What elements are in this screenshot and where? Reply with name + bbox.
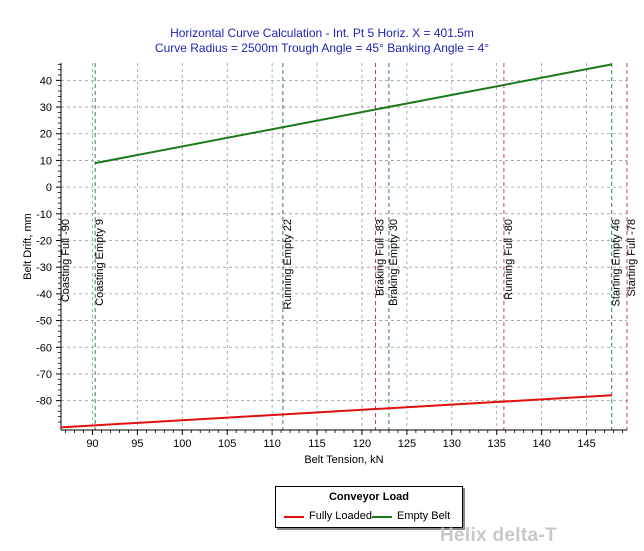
x-tick-label: 90 (86, 438, 98, 450)
y-tick-label: 10 (40, 155, 52, 167)
x-tick-label: 140 (532, 438, 550, 450)
marker-label: Running Empty 22 (282, 219, 294, 310)
plot-area (61, 63, 627, 430)
legend-swatch-empty-belt (372, 516, 392, 518)
marker-label: Starting Full -78 (626, 219, 638, 297)
y-tick-label: -70 (36, 369, 52, 381)
y-tick-label: -20 (36, 235, 52, 247)
legend-label-empty-belt: Empty Belt (397, 510, 451, 522)
watermark: Helix delta-T (440, 525, 557, 546)
y-tick-label: 20 (40, 129, 52, 141)
x-tick-label: 145 (577, 438, 595, 450)
x-tick-label: 120 (353, 438, 371, 450)
x-tick-label: 95 (131, 438, 143, 450)
y-tick-label: -50 (36, 316, 52, 328)
chart-title: Horizontal Curve Calculation - Int. Pt 5… (170, 26, 474, 40)
series-line-empty-belt (94, 63, 612, 165)
marker-label: Starting Empty 46 (611, 219, 623, 306)
marker-label: Coasting Full -90 (60, 219, 72, 302)
y-tick-label: 40 (40, 75, 52, 87)
y-tick-label: -80 (36, 396, 52, 408)
marker-label: Braking Empty 30 (388, 219, 400, 306)
x-axis-label: Belt Tension, kN (304, 454, 383, 466)
y-tick-label: 0 (46, 182, 52, 194)
x-tick-label: 130 (443, 438, 461, 450)
chart-subtitle: Curve Radius = 2500m Trough Angle = 45° … (154, 41, 490, 55)
legend-label-fully-loaded: Fully Loaded (309, 510, 372, 522)
y-tick-label: -10 (36, 209, 52, 221)
marker-label: Running Full -80 (503, 219, 515, 300)
y-tick-label: -30 (36, 262, 52, 274)
legend: Conveyor Load Fully Loaded Empty Belt (275, 486, 463, 528)
y-tick-label: -40 (36, 289, 52, 301)
x-tick-label: 135 (488, 438, 506, 450)
series-line-fully-loaded (60, 394, 612, 429)
x-tick-label: 105 (218, 438, 236, 450)
y-tick-label: 30 (40, 102, 52, 114)
y-tick-label: -60 (36, 342, 52, 354)
y-axis-label: Belt Drift, mm (22, 213, 34, 280)
legend-title: Conveyor Load (328, 491, 410, 503)
legend-swatch-fully-loaded (284, 516, 304, 518)
x-tick-label: 110 (263, 438, 281, 450)
x-tick-label: 125 (398, 438, 416, 450)
x-tick-label: 115 (308, 438, 326, 450)
marker-label: Braking Full -83 (374, 219, 386, 296)
x-tick-label: 100 (173, 438, 191, 450)
marker-label: Coasting Empty 9 (94, 219, 106, 306)
